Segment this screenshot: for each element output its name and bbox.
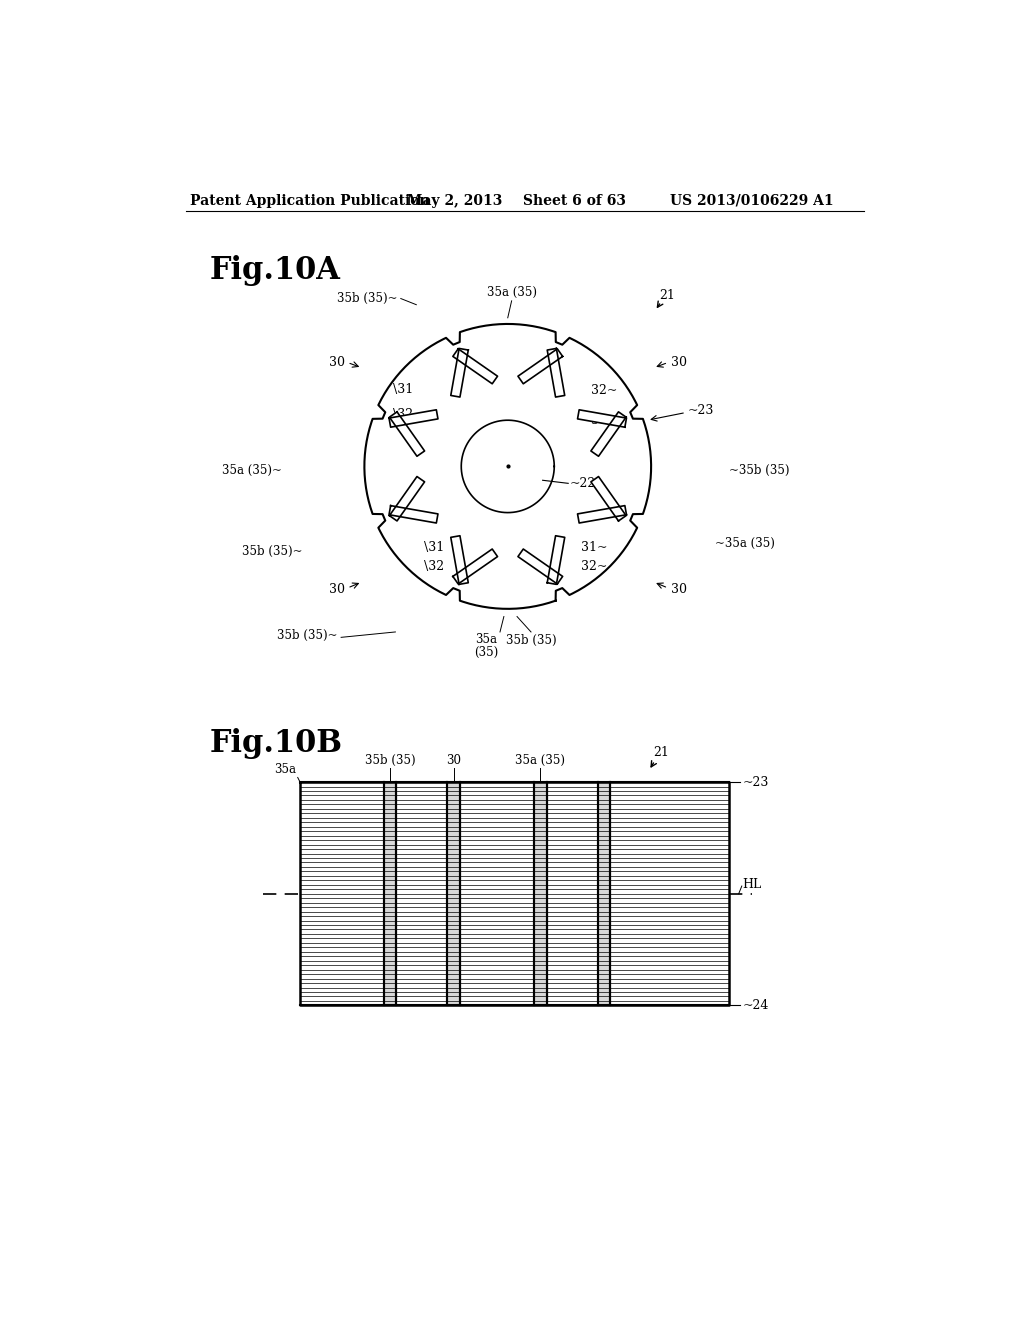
Text: 31~: 31~ [582, 541, 608, 554]
Polygon shape [547, 348, 564, 397]
Text: 32~: 32~ [582, 560, 608, 573]
Polygon shape [389, 506, 438, 523]
Polygon shape [461, 420, 554, 512]
Polygon shape [578, 506, 627, 523]
Bar [300, 781, 729, 1006]
Text: US 2013/0106229 A1: US 2013/0106229 A1 [671, 194, 835, 207]
Text: ~23: ~23 [742, 776, 769, 788]
Text: 35b (35): 35b (35) [506, 634, 556, 647]
Polygon shape [447, 781, 460, 1006]
Polygon shape [389, 412, 425, 457]
Text: Sheet 6 of 63: Sheet 6 of 63 [523, 194, 627, 207]
Text: (35): (35) [474, 645, 498, 659]
Polygon shape [535, 781, 547, 1006]
Polygon shape [598, 781, 610, 1006]
Text: 30: 30 [446, 754, 461, 767]
Text: May 2, 2013: May 2, 2013 [407, 194, 503, 207]
Polygon shape [453, 549, 498, 583]
Polygon shape [591, 412, 626, 457]
Text: 30: 30 [329, 583, 345, 597]
Text: ~22: ~22 [569, 477, 596, 490]
Text: 21: 21 [653, 746, 669, 759]
Text: \32: \32 [393, 408, 413, 421]
Polygon shape [389, 477, 425, 521]
Text: 30: 30 [671, 583, 686, 597]
Text: ~35b (35): ~35b (35) [729, 463, 790, 477]
Text: 32~: 32~ [592, 384, 617, 397]
Text: Fig.10B: Fig.10B [209, 729, 342, 759]
Text: 31: 31 [592, 413, 607, 426]
Text: 21: 21 [658, 289, 675, 302]
Text: 35a (35): 35a (35) [515, 754, 565, 767]
Polygon shape [547, 536, 564, 585]
Polygon shape [389, 409, 438, 428]
Text: 35a: 35a [274, 763, 296, 776]
Polygon shape [365, 323, 651, 609]
Text: Fig.10A: Fig.10A [209, 255, 340, 285]
Text: 35a (35): 35a (35) [486, 286, 537, 300]
Text: 35a (35)~: 35a (35)~ [221, 463, 282, 477]
Text: 35b (35)~: 35b (35)~ [242, 545, 302, 557]
Text: L1: L1 [514, 483, 530, 496]
Text: ~24: ~24 [742, 999, 769, 1012]
Polygon shape [518, 549, 562, 583]
Text: \31: \31 [424, 541, 444, 554]
Text: ~23: ~23 [687, 404, 714, 417]
Text: 35b (35): 35b (35) [365, 754, 416, 767]
Text: HL: HL [742, 878, 762, 891]
Polygon shape [451, 536, 468, 585]
Text: Patent Application Publication: Patent Application Publication [190, 194, 430, 207]
Polygon shape [518, 348, 562, 384]
Text: 30: 30 [671, 356, 686, 370]
Text: ~35a (35): ~35a (35) [716, 537, 775, 550]
Text: 35b (35)~: 35b (35)~ [276, 630, 337, 643]
Polygon shape [591, 477, 626, 521]
Text: \32: \32 [424, 560, 444, 573]
Polygon shape [384, 781, 396, 1006]
Text: 35b (35)~: 35b (35)~ [337, 292, 397, 305]
Text: \31: \31 [393, 383, 414, 396]
Polygon shape [578, 409, 627, 428]
Polygon shape [451, 348, 468, 397]
Text: 30: 30 [329, 356, 345, 370]
Polygon shape [453, 348, 498, 384]
Text: 35a: 35a [475, 634, 497, 647]
